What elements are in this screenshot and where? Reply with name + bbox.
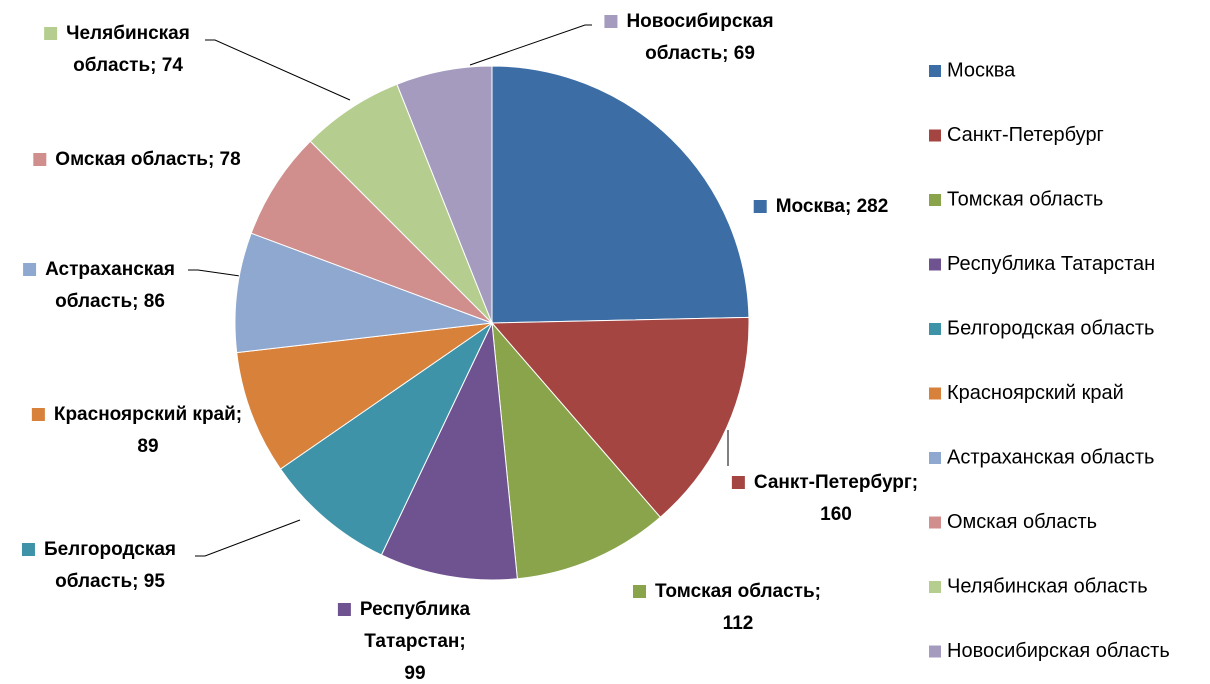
leader-lines: [188, 24, 729, 557]
legend-label: Астраханская область: [947, 446, 1154, 468]
leader-line: [188, 269, 241, 277]
legend-label: Томская область: [947, 188, 1103, 210]
legend-swatch: [929, 194, 941, 206]
legend-swatch: [929, 516, 941, 529]
legend-swatch: [929, 387, 941, 400]
pie-slice: [490, 316, 750, 518]
label-swatch: [337, 603, 351, 616]
label-swatch: [731, 476, 745, 489]
legend-label: Республика Татарстан: [947, 253, 1155, 275]
pie-slice: [491, 65, 750, 324]
legend-label: Новосибирская область: [947, 640, 1170, 662]
data-label: Челябинская область; 74: [66, 23, 190, 76]
label-swatch: [753, 200, 767, 213]
data-label: Республика Татарстан; 99: [360, 599, 471, 684]
legend-swatch: [929, 645, 941, 658]
data-label: Красноярский край; 89: [54, 404, 242, 457]
data-label: Новосибирская область; 69: [626, 11, 773, 64]
label-swatch: [23, 263, 37, 276]
pie-slice: [234, 232, 493, 354]
legend-swatch: [929, 65, 941, 77]
data-label: Астраханская область; 86: [45, 259, 175, 312]
label-swatch: [21, 543, 35, 556]
legend-swatch: [929, 129, 941, 142]
data-label: Санкт-Петербург; 160: [754, 472, 918, 525]
pie-slice: [380, 321, 518, 581]
pie-slice: [491, 321, 662, 580]
legend-swatch: [929, 581, 941, 593]
label-swatch: [33, 153, 47, 166]
pie-slice: [236, 322, 493, 470]
legend-swatch: [929, 323, 941, 335]
legend-swatch: [929, 258, 941, 271]
legend-label: Красноярский край: [947, 382, 1124, 404]
pie-slice: [250, 140, 493, 324]
label-swatch: [633, 585, 647, 598]
data-label: Омская область; 78: [55, 149, 240, 170]
leader-line: [205, 39, 351, 101]
pie-slice: [279, 321, 494, 556]
leader-line: [469, 24, 592, 66]
label-swatch: [604, 15, 618, 28]
data-label: Москва; 282: [776, 196, 889, 217]
legend-label: Белгородская область: [947, 317, 1154, 339]
legend-swatch: [929, 452, 941, 464]
label-swatch: [31, 408, 45, 421]
leader-line: [195, 519, 301, 557]
legend-label: Москва: [947, 59, 1016, 81]
pie-slice: [396, 65, 493, 324]
data-label: Белгородская область; 95: [44, 539, 176, 592]
legend-label: Омская область: [947, 511, 1097, 533]
legend-label: Челябинская область: [947, 575, 1148, 597]
data-label: Томская область; 112: [655, 581, 821, 634]
legend-label: Санкт-Петербург: [947, 124, 1104, 146]
label-swatch: [44, 27, 58, 40]
